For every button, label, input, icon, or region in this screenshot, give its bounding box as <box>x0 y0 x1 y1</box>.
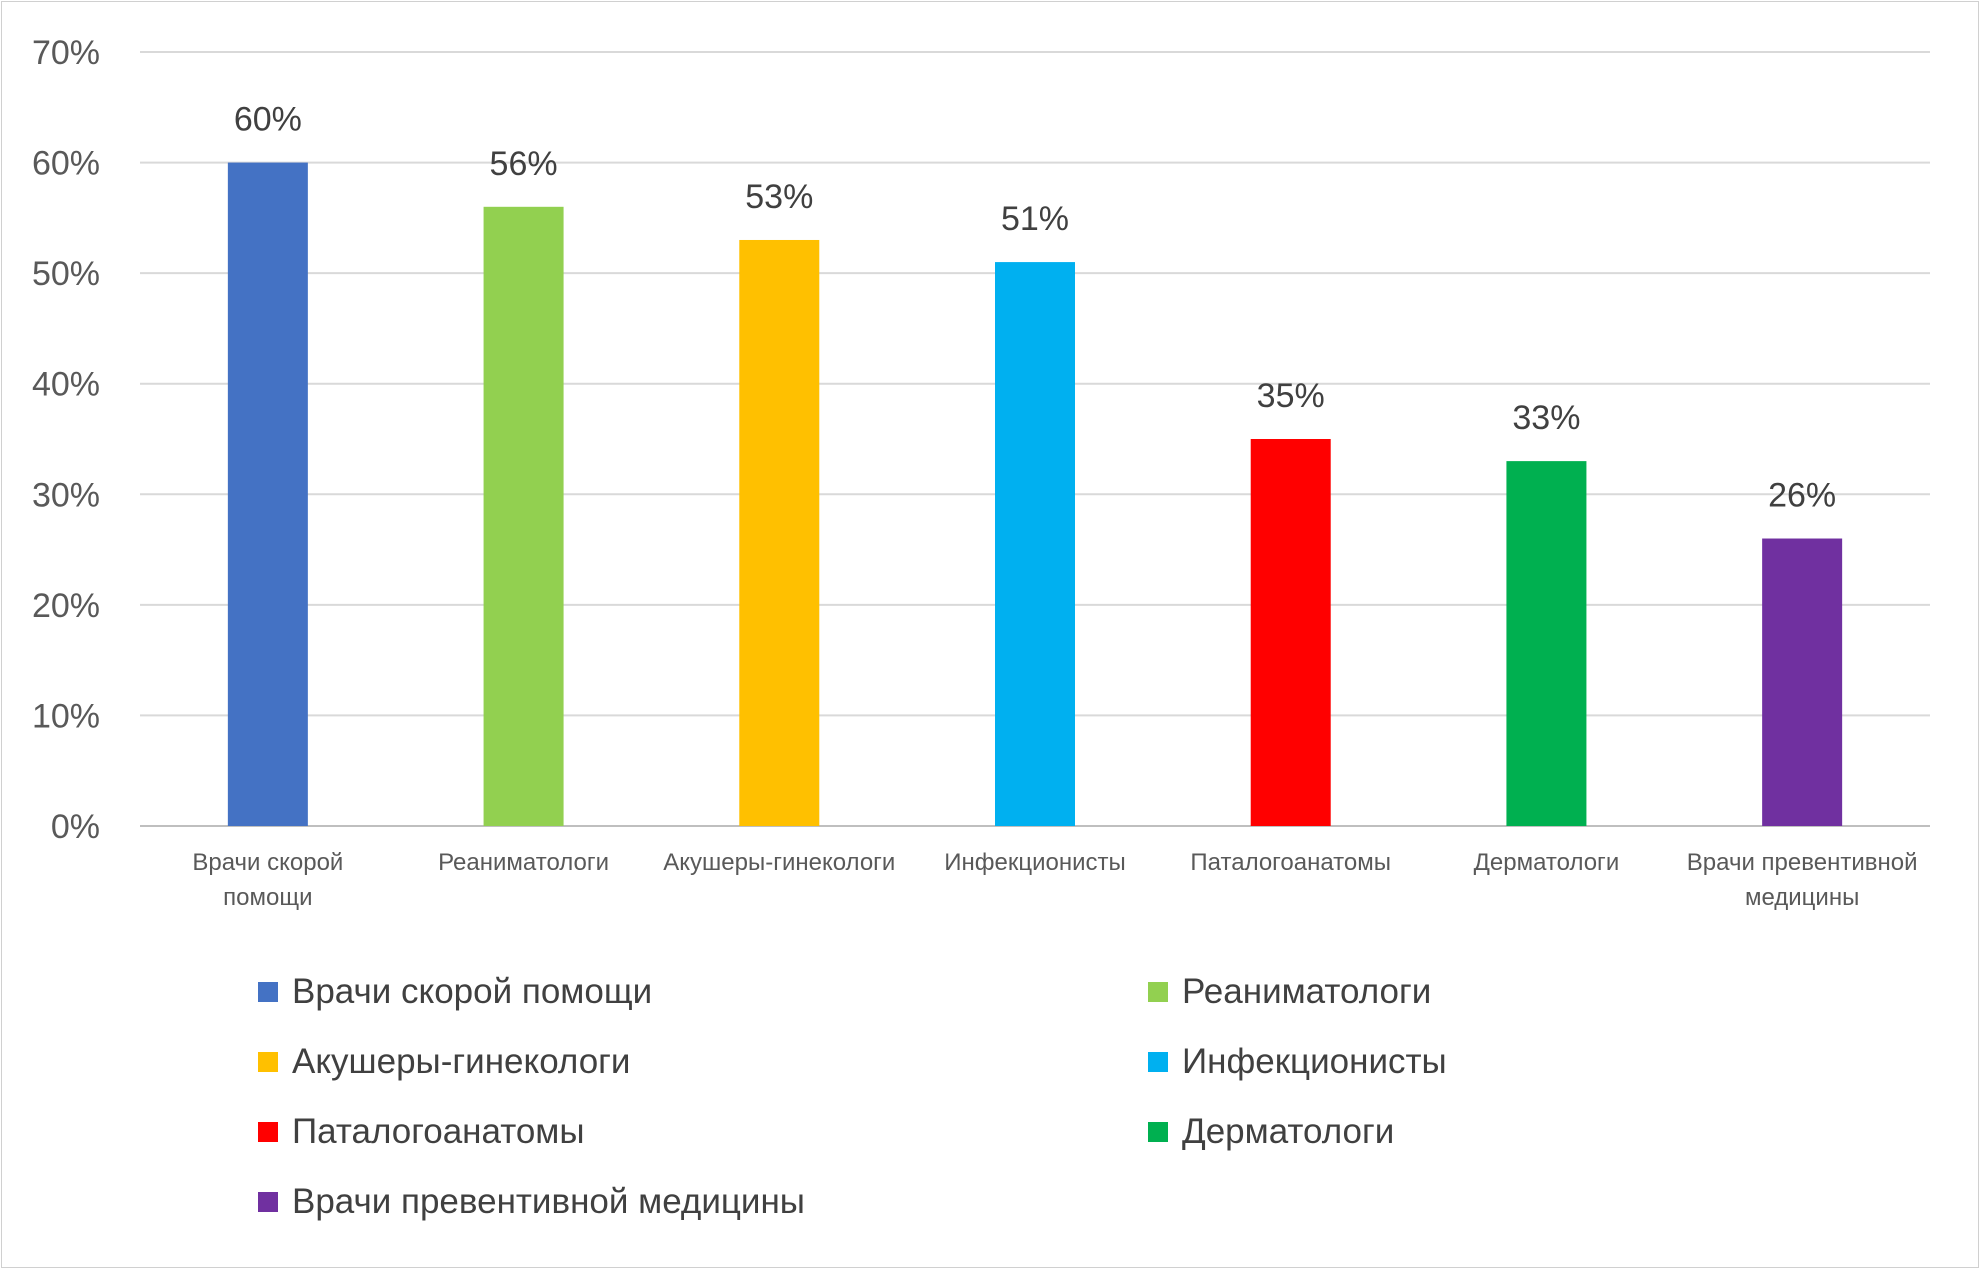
bar <box>1250 439 1331 826</box>
data-label: 33% <box>1512 399 1580 437</box>
y-tick-label: 30% <box>32 476 100 514</box>
x-tick-label: Дерматологи <box>1474 849 1620 876</box>
bar <box>1506 461 1587 826</box>
y-tick-label: 10% <box>32 697 100 735</box>
y-tick-label: 40% <box>32 366 100 404</box>
bar <box>995 262 1075 827</box>
y-tick-label: 20% <box>32 587 100 625</box>
x-axis-ticks: Врачи скорой помощи Реаниматологи Акушеры-г… <box>192 849 1917 911</box>
gridlines <box>140 51 1930 827</box>
data-label: 51% <box>1001 200 1069 238</box>
y-axis-ticks: 0% 10% 20% 30% 40% 50% 60% 70% <box>32 34 100 846</box>
x-tick-label: Акушеры-гинекологи <box>663 849 895 876</box>
bar <box>1762 538 1843 826</box>
x-tick-label: Врачи превентивной медицины <box>1687 849 1918 911</box>
x-tick-label: Врачи скорой помощи <box>192 849 343 911</box>
y-tick-label: 60% <box>32 145 100 183</box>
y-tick-label: 0% <box>51 808 100 846</box>
data-label: 35% <box>1257 377 1325 415</box>
y-tick-label: 70% <box>32 34 100 72</box>
bars <box>227 162 1843 827</box>
data-label: 60% <box>234 101 302 139</box>
data-label: 53% <box>745 178 813 216</box>
x-tick-label: Инфекционисты <box>944 849 1126 876</box>
x-tick-label: Реаниматологи <box>438 849 609 876</box>
bar <box>739 239 820 826</box>
bar <box>483 206 564 827</box>
data-label: 56% <box>490 145 558 183</box>
y-tick-label: 50% <box>32 255 100 293</box>
bar <box>227 162 308 827</box>
data-labels: 60% 56% 53% 51% 35% 33% 26% <box>234 101 1836 515</box>
data-label: 26% <box>1768 477 1836 515</box>
x-tick-label: Паталогоанатомы <box>1190 849 1391 876</box>
